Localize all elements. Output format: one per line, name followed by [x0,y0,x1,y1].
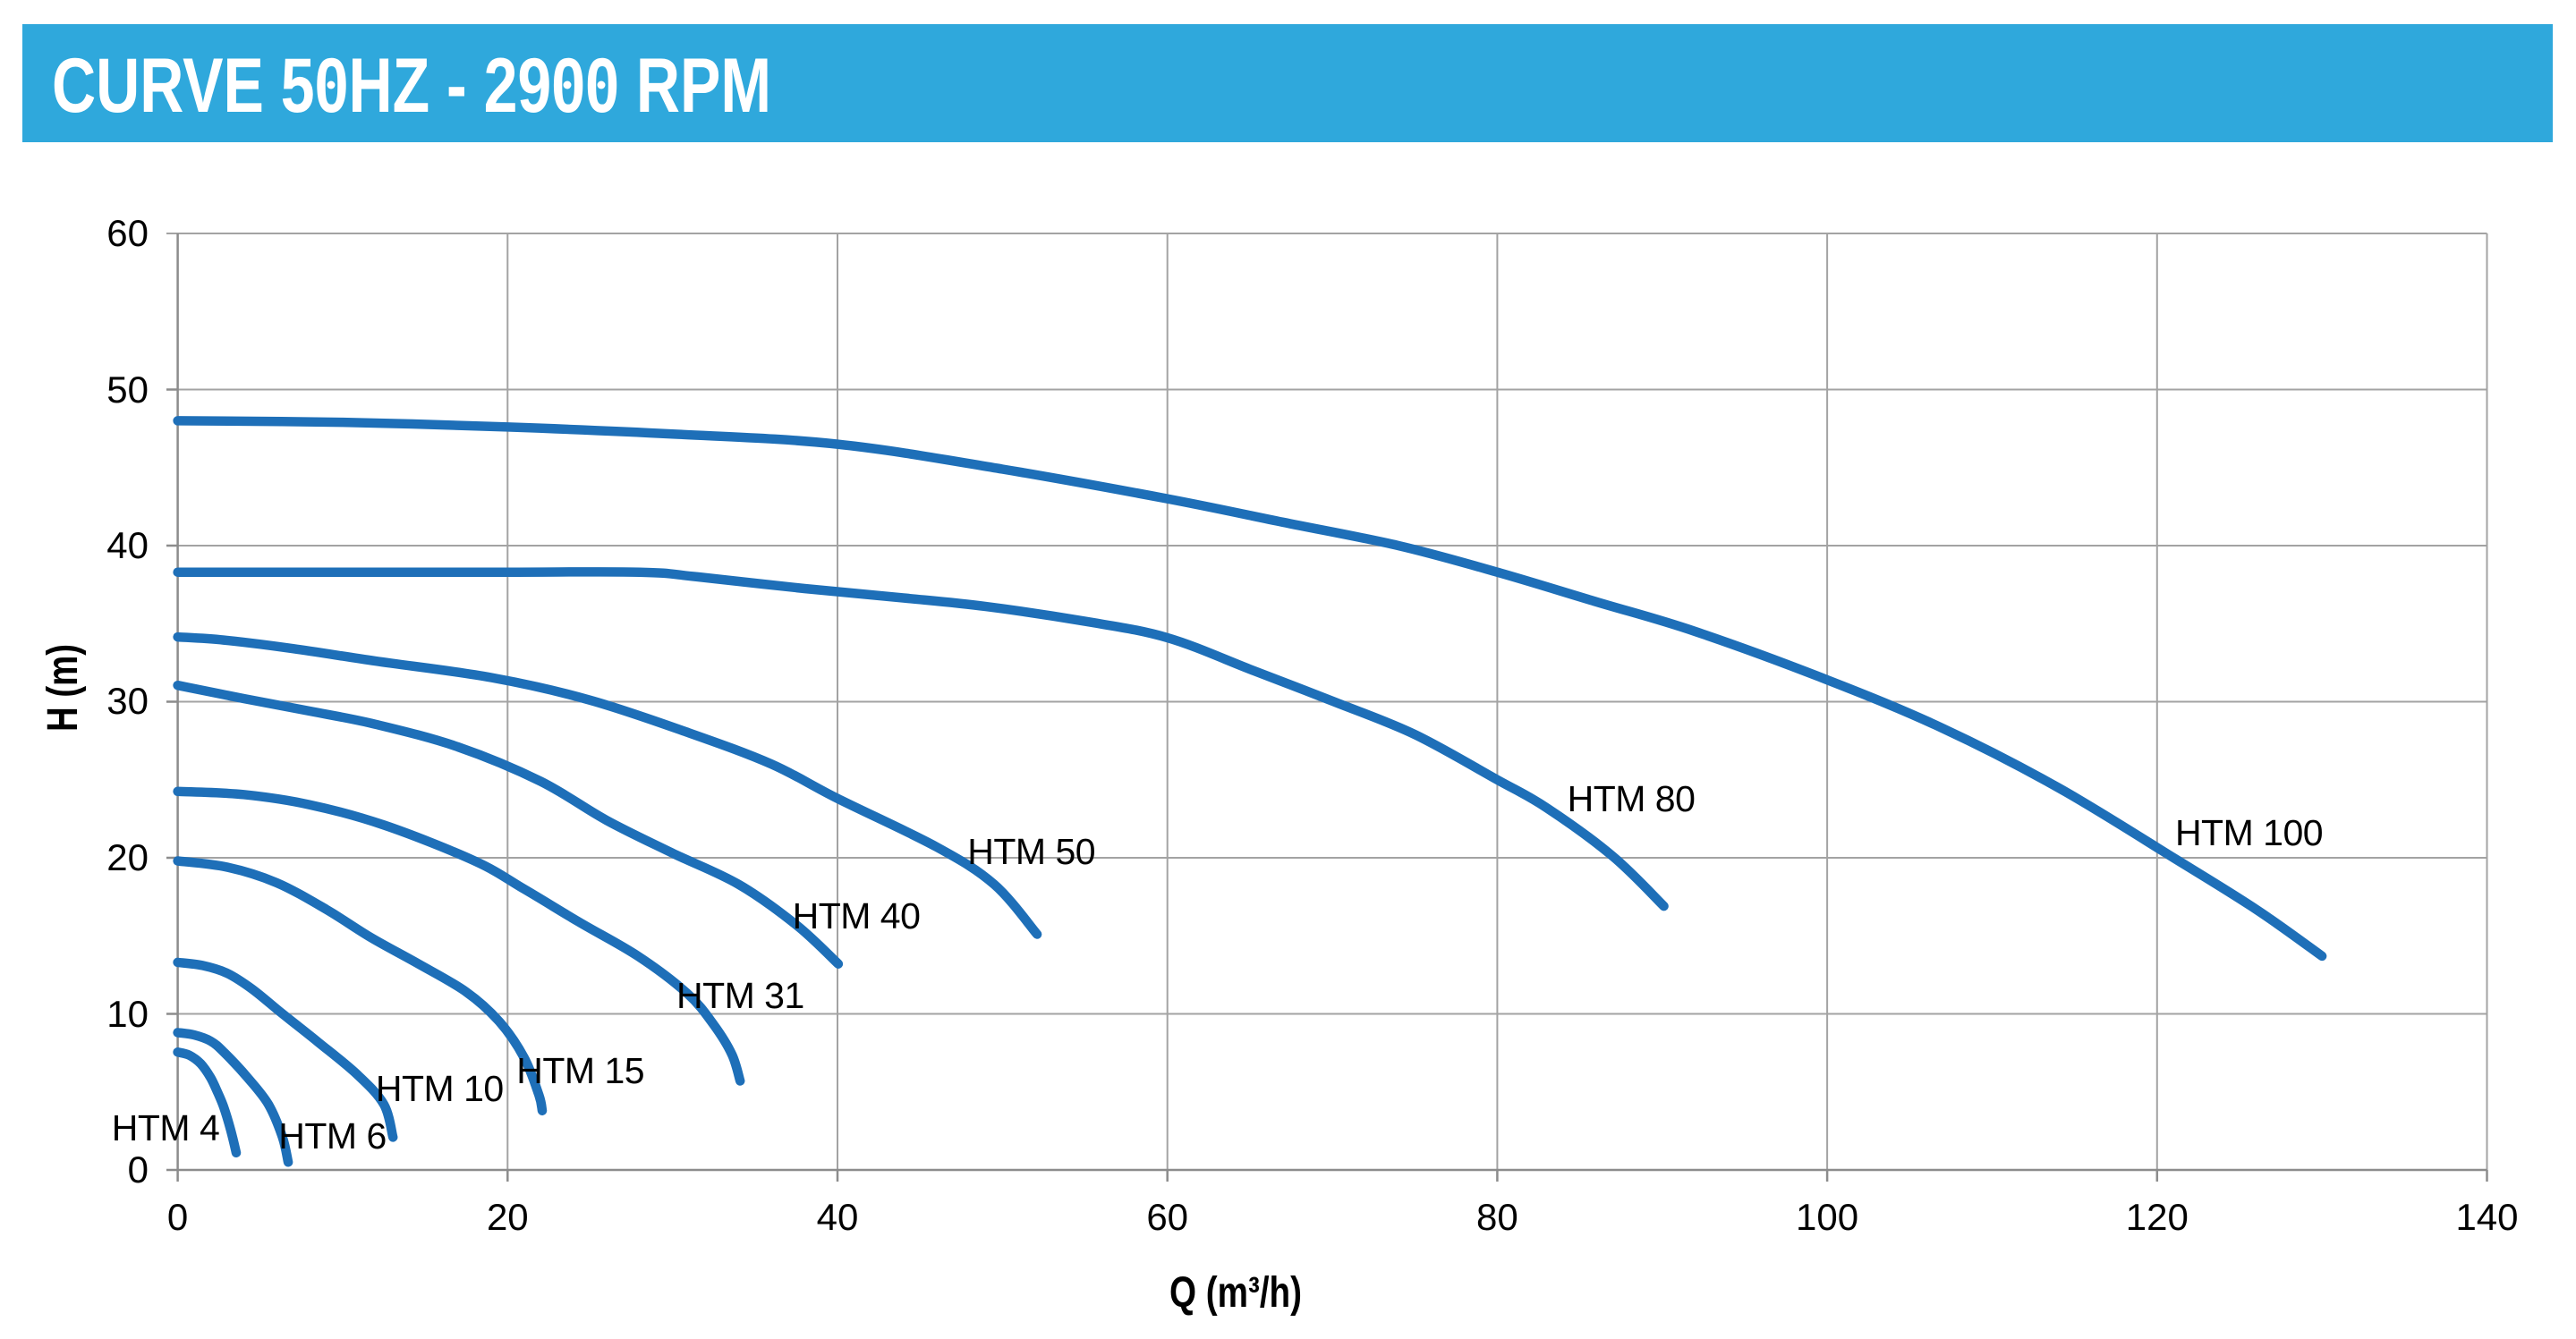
svg-text:HTM 50: HTM 50 [967,831,1095,872]
svg-text:0: 0 [167,1196,188,1238]
svg-text:50: 50 [106,369,149,411]
svg-text:0: 0 [128,1148,149,1191]
svg-text:20: 20 [106,836,149,878]
svg-text:HTM 31: HTM 31 [676,975,804,1016]
svg-text:HTM 10: HTM 10 [376,1068,504,1109]
svg-text:120: 120 [2126,1196,2189,1238]
svg-text:80: 80 [1476,1196,1518,1238]
svg-text:HTM 40: HTM 40 [793,895,921,936]
svg-text:HTM 4: HTM 4 [112,1107,220,1148]
svg-text:60: 60 [1146,1196,1188,1238]
svg-text:60: 60 [106,212,149,254]
svg-text:40: 40 [106,524,149,566]
svg-text:140: 140 [2455,1196,2518,1238]
svg-text:10: 10 [106,993,149,1035]
svg-text:40: 40 [817,1196,859,1238]
svg-text:30: 30 [106,680,149,722]
svg-text:20: 20 [487,1196,529,1238]
svg-text:HTM 6: HTM 6 [278,1115,387,1157]
svg-text:HTM 15: HTM 15 [516,1050,644,1091]
svg-text:100: 100 [1796,1196,1858,1238]
svg-text:HTM 100: HTM 100 [2175,812,2323,853]
svg-text:Q (m³/h): Q (m³/h) [1169,1269,1302,1317]
svg-text:CURVE 50HZ - 2900 RPM: CURVE 50HZ - 2900 RPM [52,43,771,129]
svg-text:HTM 80: HTM 80 [1568,778,1696,819]
svg-text:H (m): H (m) [39,644,87,732]
